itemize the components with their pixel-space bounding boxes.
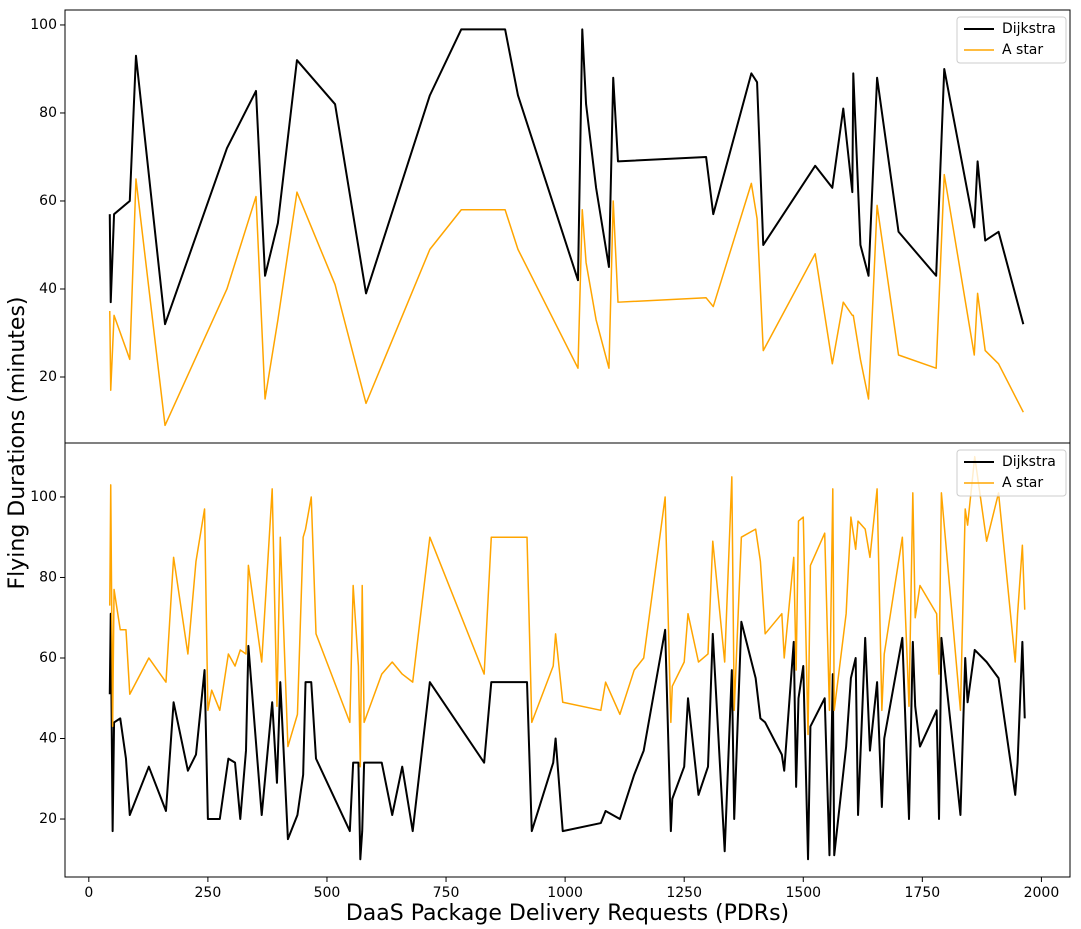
data-line	[108, 612, 1026, 861]
y-tick-label: 80	[39, 105, 57, 121]
y-tick-label: 60	[39, 650, 57, 666]
y-tick-label: 20	[39, 811, 57, 827]
y-tick-label: 40	[39, 281, 57, 297]
legend-label: Dijkstra	[1002, 21, 1056, 37]
x-tick-label: 2000	[1024, 885, 1060, 901]
legend-label: A star	[1002, 475, 1043, 491]
data-line	[109, 455, 1026, 768]
x-tick-label: 0	[84, 885, 93, 901]
x-tick-label: 250	[195, 885, 222, 901]
x-tick-label: 1750	[905, 885, 941, 901]
y-axis-label: Flying Durations (minutes)	[5, 296, 30, 589]
axes-frame	[64, 442, 1071, 878]
data-line	[108, 28, 1025, 326]
x-tick-label: 750	[433, 885, 460, 901]
y-tick-label: 100	[30, 17, 57, 33]
legend-label: A star	[1002, 42, 1043, 58]
axes-frame	[64, 9, 1071, 444]
y-tick-label: 20	[39, 369, 57, 385]
x-tick-label: 500	[314, 885, 341, 901]
y-tick-label: 40	[39, 731, 57, 747]
data-line	[109, 173, 1024, 427]
y-tick-label: 100	[30, 489, 57, 505]
y-tick-label: 80	[39, 569, 57, 585]
x-tick-label: 1500	[785, 885, 821, 901]
x-axis-label: DaaS Package Delivery Requests (PDRs)	[346, 901, 789, 925]
x-tick-label: 1250	[666, 885, 702, 901]
legend-label: Dijkstra	[1002, 454, 1056, 470]
x-tick-label: 1000	[547, 885, 583, 901]
y-tick-label: 60	[39, 193, 57, 209]
